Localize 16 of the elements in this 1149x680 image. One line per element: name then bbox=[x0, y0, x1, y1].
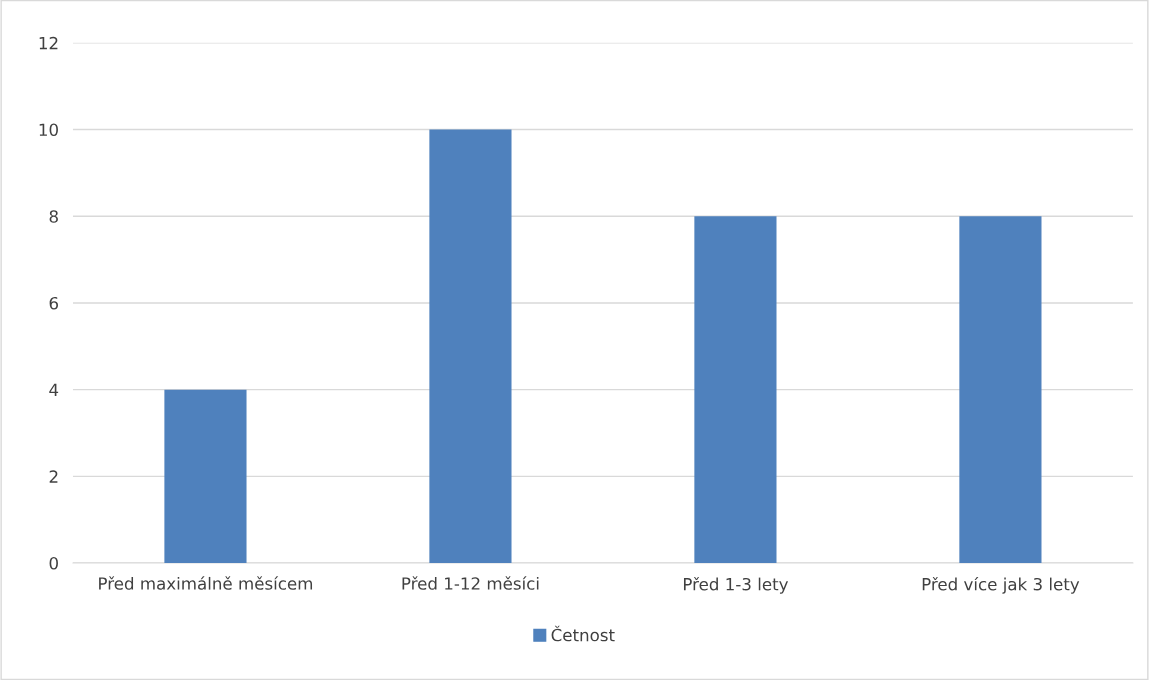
bar bbox=[959, 216, 1042, 564]
y-tick-label: 0 bbox=[49, 557, 58, 570]
x-tick-label: Před více jak 3 lety bbox=[922, 576, 1080, 594]
x-tick-label: Před 1-12 měsíci bbox=[402, 576, 539, 590]
x-tick-label: Před maximálně měsícem bbox=[99, 576, 313, 590]
y-tick-label: 2 bbox=[49, 470, 58, 483]
y-tick-label: 4 bbox=[49, 383, 59, 396]
bar bbox=[164, 389, 247, 564]
legend-label: Četnost bbox=[551, 625, 615, 642]
x-tick-label: Před 1-3 lety bbox=[683, 576, 789, 594]
bar bbox=[694, 216, 777, 564]
y-tick-label: 12 bbox=[39, 36, 58, 50]
y-tick-label: 6 bbox=[49, 296, 59, 310]
y-tick-label: 8 bbox=[49, 210, 58, 223]
y-tick-label: 10 bbox=[39, 123, 58, 137]
bar bbox=[429, 129, 512, 564]
